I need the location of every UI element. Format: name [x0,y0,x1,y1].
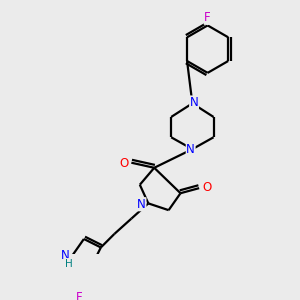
Text: O: O [202,181,212,194]
Text: N: N [137,198,146,211]
Text: F: F [204,11,211,24]
Text: N: N [61,249,70,262]
Text: F: F [76,291,82,300]
Text: O: O [119,157,128,170]
Text: N: N [190,96,198,109]
Text: N: N [186,143,195,157]
Text: H: H [65,259,73,269]
